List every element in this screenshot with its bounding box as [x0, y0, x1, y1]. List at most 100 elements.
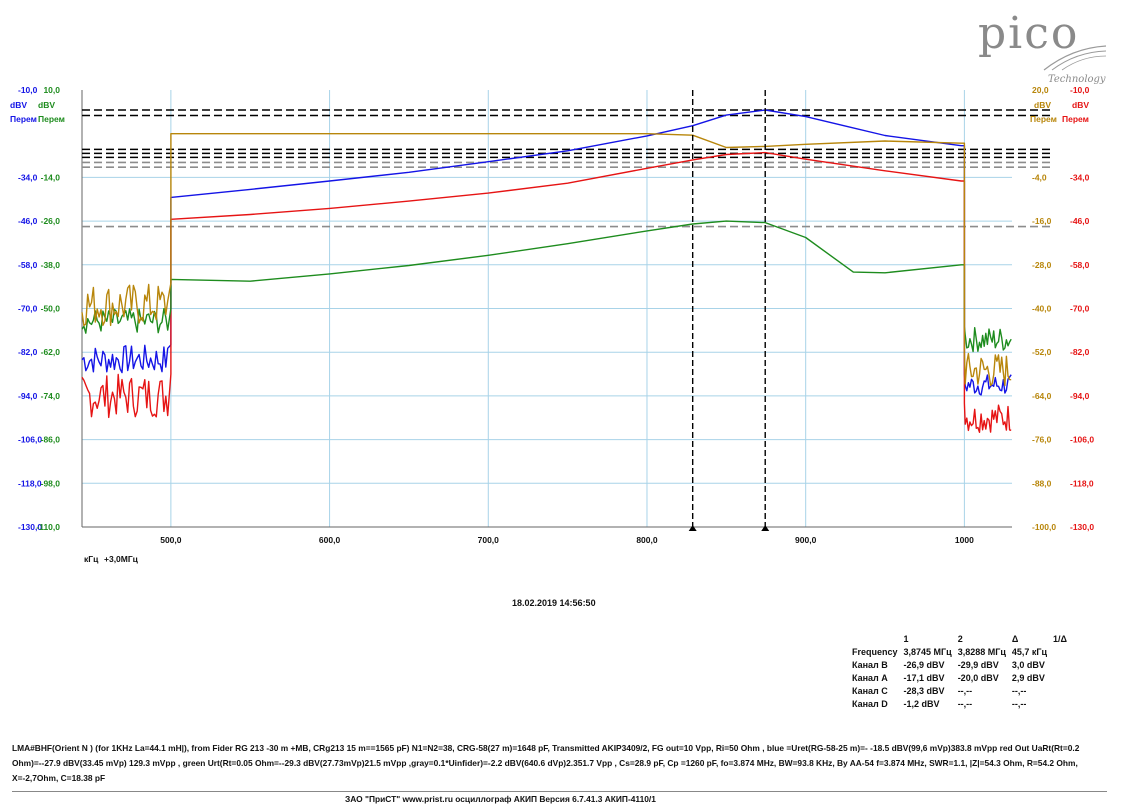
y-tick-label: -118,0	[18, 478, 42, 488]
y-tick-label: -40,0	[1032, 304, 1052, 314]
measurement-cell: --,--	[957, 698, 973, 709]
measurement-row: Канал A -17,1 dBV -20,0 dBV 2,9 dBV	[850, 671, 1071, 684]
spectrum-chart: -10,0 10,0 20,0 -10,0-34,0 -14,0 -4,0 -34,0-46…	[10, 85, 1094, 564]
measurement-cell: --,--	[1011, 698, 1027, 709]
measurement-cell: -1,2 dBV	[903, 698, 940, 709]
y-tick-label: -46,0	[1070, 216, 1090, 226]
measurement-cell: -28,3 dBV	[903, 685, 945, 696]
measurement-cell: 3,8288 МГц	[957, 646, 1006, 657]
y-tick-label: -110,0	[36, 522, 60, 532]
axis-unit-label: dBV	[38, 100, 55, 110]
measurement-header-cell: 1	[903, 633, 909, 644]
y-tick-label: -38,0	[41, 260, 61, 270]
capture-timestamp: 18.02.2019 14:56:50	[512, 598, 596, 608]
series-group	[81, 109, 1012, 433]
measurement-label: Канал D	[852, 698, 888, 709]
footer-text: ЗАО "ПриСТ" www.prist.ru осциллограф АКИ…	[345, 794, 656, 804]
measurement-cell	[1051, 658, 1071, 671]
x-offset-label: +3,0МГц	[104, 554, 139, 564]
y-tick-label: -70,0	[18, 304, 38, 314]
axis-unit-label: dBV	[1072, 100, 1089, 110]
axis-range-label: Перем	[1030, 114, 1057, 124]
chart-grid	[81, 90, 1012, 528]
y-tick-label: -106,0	[18, 435, 42, 445]
measurement-cell: 3,0 dBV	[1011, 659, 1045, 670]
y-tick-label: 10,0	[43, 85, 60, 95]
series-line-green	[81, 220, 1012, 353]
measurement-cell: --,--	[957, 685, 973, 696]
y-tick-label: -76,0	[1032, 435, 1052, 445]
y-tick-label: -100,0	[1032, 522, 1056, 532]
y-tick-label: -94,0	[18, 391, 38, 401]
measurement-header-cell	[850, 632, 902, 645]
cursor-marker-icon	[761, 525, 770, 531]
measurement-cell: -20,0 dBV	[957, 672, 999, 683]
y-tick-label: -70,0	[1070, 304, 1090, 314]
measurement-label: Канал C	[852, 685, 888, 696]
y-tick-label: -52,0	[1032, 347, 1052, 357]
x-tick-label: 500,0	[160, 535, 182, 545]
measurement-cell	[1051, 671, 1071, 684]
measurement-cell: 2,9 dBV	[1011, 672, 1045, 683]
x-tick-label: 700,0	[478, 535, 500, 545]
measurement-label: Frequency	[852, 646, 898, 657]
y-tick-label: -10,0	[18, 85, 38, 95]
measurement-cell: 3,8745 МГц	[903, 646, 952, 657]
measurement-cell	[1051, 684, 1071, 697]
cursor-lines	[688, 90, 770, 531]
y-tick-label: -130,0	[1070, 522, 1094, 532]
y-tick-label: -34,0	[18, 172, 38, 182]
measurement-row: Канал C -28,3 dBV --,-- --,--	[850, 684, 1071, 697]
y-tick-label: -88,0	[1032, 478, 1052, 488]
y-tick-label: -14,0	[41, 172, 61, 182]
measurement-cell	[1051, 697, 1071, 710]
reference-lines	[82, 109, 1054, 228]
y-tick-label: -10,0	[1070, 85, 1090, 95]
y-tick-label: -86,0	[41, 435, 61, 445]
y-tick-label: 20,0	[1032, 85, 1049, 95]
logo-wordmark: pico	[978, 8, 1080, 59]
measurement-header-row: 1 2 Δ 1/Δ	[850, 632, 1071, 645]
measurement-header-cell: 1/Δ	[1053, 633, 1067, 644]
logo-subtext: Technology	[1048, 74, 1106, 85]
y-tick-label: -62,0	[41, 347, 61, 357]
y-tick-label: -34,0	[1070, 172, 1090, 182]
y-tick-label: -4,0	[1032, 172, 1047, 182]
axis-range-label: Перем	[10, 114, 37, 124]
cursor-marker-icon	[688, 525, 697, 531]
series-line-red	[81, 151, 1012, 433]
measurement-row: Канал D -1,2 dBV --,-- --,--	[850, 697, 1071, 710]
y-tick-label: -118,0	[1070, 478, 1094, 488]
y-tick-label: -26,0	[41, 216, 61, 226]
y-tick-label: -106,0	[1070, 435, 1094, 445]
logo-swoosh-icon	[1043, 45, 1107, 71]
x-tick-label: 800,0	[636, 535, 658, 545]
y-tick-label: -98,0	[41, 478, 61, 488]
series-line-gold	[81, 132, 1012, 387]
axis-unit-label: dBV	[1034, 100, 1051, 110]
measurement-cell: -17,1 dBV	[903, 672, 945, 683]
y-tick-label: -94,0	[1070, 391, 1090, 401]
pico-logo: pico Technology	[978, 8, 1110, 100]
measurement-cell	[1051, 645, 1071, 658]
measurement-header-cell: 2	[957, 633, 963, 644]
measurement-cell: --,--	[1011, 685, 1027, 696]
y-tick-label: -58,0	[18, 260, 38, 270]
measurement-description: LMA#BHF(Orient N ) (for 1KHz La=44.1 mH|…	[12, 743, 1080, 783]
y-tick-label: -82,0	[18, 347, 38, 357]
x-tick-label: 900,0	[795, 535, 817, 545]
y-tick-label: -64,0	[1032, 391, 1052, 401]
y-tick-label: -50,0	[41, 304, 61, 314]
measurement-cell: -26,9 dBV	[903, 659, 945, 670]
measurement-label: Канал B	[852, 659, 888, 670]
measurement-row: Frequency 3,8745 МГц 3,8288 МГц 45,7 кГц	[850, 645, 1071, 658]
axis-labels: -10,0 10,0 20,0 -10,0-34,0 -14,0 -4,0 -34,0-46…	[10, 85, 1094, 564]
axis-range-label: Перем	[38, 114, 65, 124]
measurement-cell: 45,7 кГц	[1011, 646, 1048, 657]
x-unit-label: кГц	[84, 554, 99, 564]
footer-divider	[12, 791, 1107, 792]
y-tick-label: -16,0	[1032, 216, 1052, 226]
y-tick-label: -74,0	[41, 391, 61, 401]
axis-unit-label: dBV	[10, 100, 27, 110]
